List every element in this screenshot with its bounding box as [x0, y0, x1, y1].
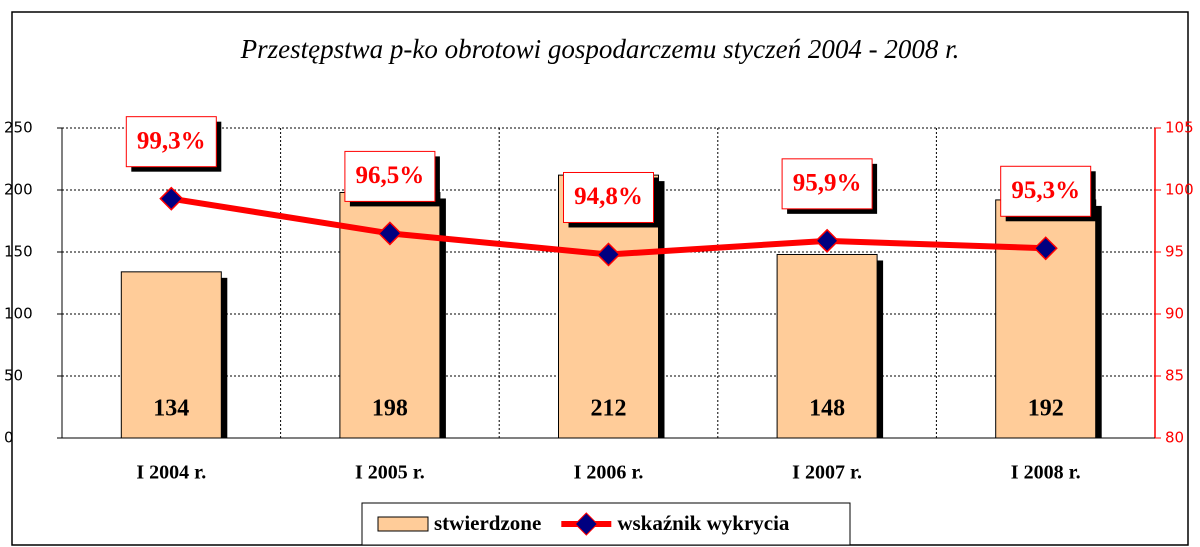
data-label-box [1000, 165, 1092, 217]
legend-label: wskaźnik wykrycia [617, 511, 790, 535]
legend-label: stwierdzone [434, 511, 541, 535]
marker [815, 228, 840, 253]
y-tick-label: 250 [4, 119, 33, 137]
bar [776, 253, 878, 439]
legend-box [361, 502, 851, 546]
data-label-box [344, 150, 436, 202]
x-tick-label: I 2005 r. [355, 462, 425, 484]
bar-value-label: 198 [372, 396, 408, 422]
data-label-box [563, 171, 654, 223]
y2-tick-label: 90 [1165, 305, 1184, 323]
marker [596, 242, 621, 267]
y2-tick-label: 85 [1165, 367, 1184, 385]
y-tick-label: 100 [4, 305, 33, 323]
bar-value-label: 192 [1028, 396, 1064, 422]
y2-tick-label: 95 [1165, 243, 1184, 261]
marker [159, 186, 184, 211]
y2-tick-label: 100 [1165, 181, 1194, 199]
y-tick-label: 200 [4, 181, 33, 199]
bar-value-label: 148 [809, 396, 845, 422]
data-label: 96,5% [356, 162, 425, 189]
y-tick-label: 50 [4, 367, 23, 385]
legend-swatch [377, 516, 429, 532]
bar-value-label: 134 [153, 396, 189, 422]
data-label: 95,3% [1011, 177, 1080, 204]
data-label-box [781, 158, 873, 210]
marker [377, 221, 402, 246]
x-tick-label: I 2006 r. [574, 462, 644, 484]
y2-tick-label: 80 [1165, 429, 1184, 447]
x-tick-label: I 2004 r. [136, 462, 206, 484]
legend-marker [574, 512, 599, 536]
y2-tick-label: 105 [1165, 119, 1194, 137]
bar-value-label: 212 [591, 396, 627, 422]
data-label: 95,9% [793, 170, 862, 197]
data-label: 99,3% [137, 127, 206, 154]
y-tick-label: 150 [4, 243, 33, 261]
x-tick-label: I 2007 r. [792, 462, 862, 484]
bar [120, 271, 222, 439]
x-tick-label: I 2008 r. [1011, 462, 1081, 484]
chart-title: Przestępstwa p-ko obrotowi gospodarczemu… [240, 34, 960, 64]
marker [1033, 236, 1058, 261]
y-tick-label: 0 [4, 429, 14, 447]
data-label-box [125, 116, 217, 168]
data-label: 94,8% [574, 183, 643, 210]
